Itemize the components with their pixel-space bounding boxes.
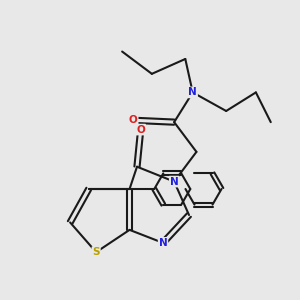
Text: O: O [136, 124, 145, 135]
Text: N: N [188, 87, 197, 98]
Text: N: N [170, 177, 178, 187]
Text: N: N [159, 238, 167, 248]
Text: O: O [129, 115, 138, 125]
Text: S: S [92, 247, 100, 257]
